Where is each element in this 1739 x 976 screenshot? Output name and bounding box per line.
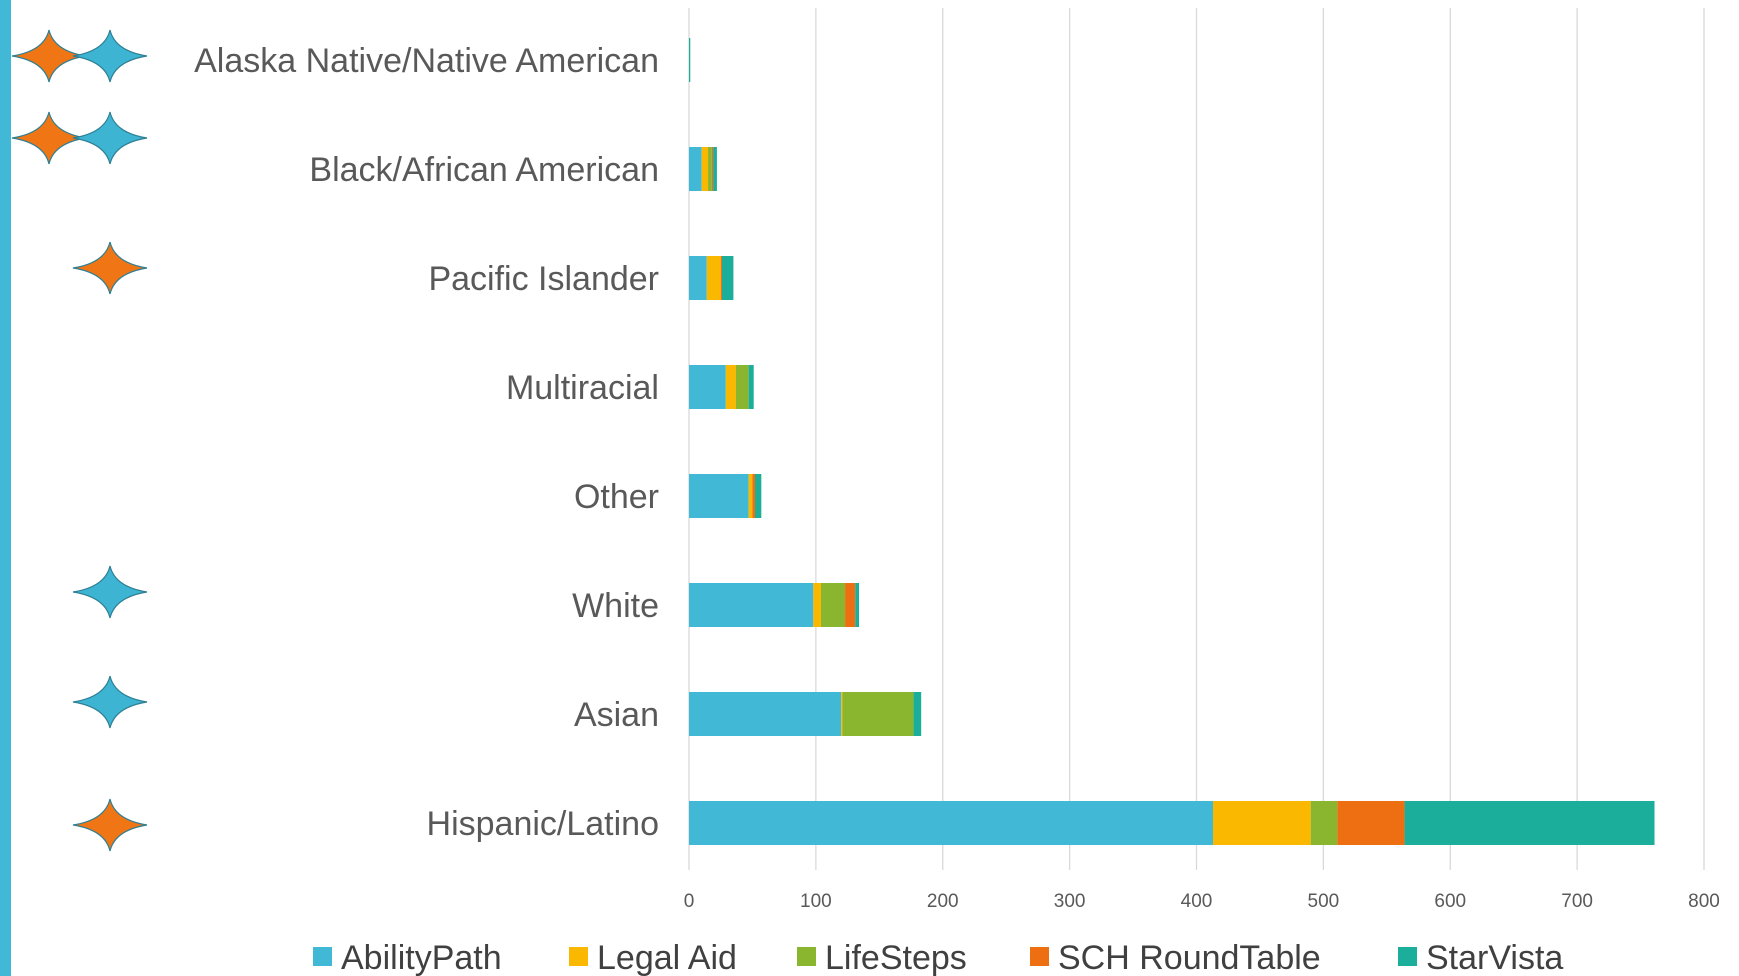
bar-lifesteps-1 — [708, 147, 712, 191]
bar-legal-aid-1 — [701, 147, 709, 191]
bar-abilitypath-3 — [689, 365, 726, 409]
bar-lifesteps-6 — [842, 692, 914, 736]
star-markers — [11, 29, 148, 852]
category-label: Pacific Islander — [428, 260, 659, 298]
bar-legal-aid-3 — [725, 365, 736, 409]
legend-label: Legal Aid — [597, 939, 737, 976]
bar-legal-aid-4 — [748, 474, 753, 518]
x-tick-label: 600 — [1434, 891, 1466, 912]
bar-starvista-3 — [748, 365, 754, 409]
bar-starvista-1 — [713, 147, 717, 191]
x-tick-label: 200 — [927, 891, 959, 912]
bar-legal-aid-7 — [1212, 801, 1311, 845]
legend-swatch — [313, 947, 332, 966]
bar-sch-roundtable-2 — [720, 256, 722, 300]
bar-starvista-4 — [754, 474, 762, 518]
blue-star-icon — [72, 565, 148, 619]
legend-swatch — [569, 947, 588, 966]
legend-swatch — [1398, 947, 1417, 966]
orange-star-icon — [11, 111, 87, 165]
bar-abilitypath-5 — [689, 583, 814, 627]
bar-lifesteps-5 — [820, 583, 846, 627]
bar-starvista-0 — [689, 38, 691, 82]
bar-abilitypath-1 — [689, 147, 702, 191]
left-accent-bar — [0, 0, 11, 976]
bar-legal-aid-6 — [841, 692, 843, 736]
x-tick-label: 100 — [800, 891, 832, 912]
legend-swatch — [797, 947, 816, 966]
orange-star-icon — [11, 29, 87, 83]
x-tick-label: 800 — [1688, 891, 1720, 912]
bar-starvista-2 — [721, 256, 734, 300]
legend-label: AbilityPath — [341, 939, 502, 976]
bar-legal-aid-5 — [813, 583, 821, 627]
category-label: Multiracial — [506, 369, 659, 407]
bar-legal-aid-2 — [706, 256, 721, 300]
legend-swatch — [1030, 947, 1049, 966]
bar-starvista-5 — [855, 583, 860, 627]
x-tick-label: 0 — [684, 891, 695, 912]
bar-starvista-7 — [1404, 801, 1655, 845]
category-label: Alaska Native/Native American — [194, 42, 659, 80]
gridlines — [688, 8, 1705, 870]
bar-sch-roundtable-4 — [752, 474, 755, 518]
legend-label: LifeSteps — [825, 939, 967, 976]
blue-star-icon — [72, 29, 148, 83]
orange-star-icon — [72, 798, 148, 852]
x-tick-label: 500 — [1308, 891, 1340, 912]
blue-star-icon — [72, 111, 148, 165]
bar-abilitypath-7 — [689, 801, 1213, 845]
category-label: Black/African American — [309, 151, 659, 189]
bars — [689, 38, 1655, 845]
category-labels: Alaska Native/Native American Black/Afric… — [194, 42, 659, 843]
bar-abilitypath-2 — [689, 256, 707, 300]
x-tick-label: 700 — [1561, 891, 1593, 912]
bar-lifesteps-7 — [1310, 801, 1338, 845]
bar-sch-roundtable-1 — [711, 147, 714, 191]
bar-abilitypath-6 — [689, 692, 842, 736]
category-label: White — [572, 587, 659, 625]
blue-star-icon — [72, 675, 148, 729]
bar-abilitypath-4 — [689, 474, 749, 518]
category-label: Hispanic/Latino — [427, 805, 659, 843]
orange-star-icon — [72, 241, 148, 295]
bar-sch-roundtable-7 — [1337, 801, 1405, 845]
bar-lifesteps-3 — [735, 365, 749, 409]
x-tick-labels: 0 100 200 300 400 500 600 700 800 — [684, 891, 1720, 912]
x-tick-label: 400 — [1181, 891, 1213, 912]
bar-starvista-6 — [913, 692, 922, 736]
x-tick-label: 300 — [1054, 891, 1086, 912]
legend-label: StarVista — [1426, 939, 1563, 976]
bar-sch-roundtable-5 — [845, 583, 856, 627]
category-label: Asian — [574, 696, 659, 734]
legend: AbilityPath Legal Aid LifeSteps SCH RoundTa… — [313, 939, 1563, 976]
category-label: Other — [574, 478, 659, 516]
legend-label: SCH RoundTable — [1058, 939, 1321, 976]
